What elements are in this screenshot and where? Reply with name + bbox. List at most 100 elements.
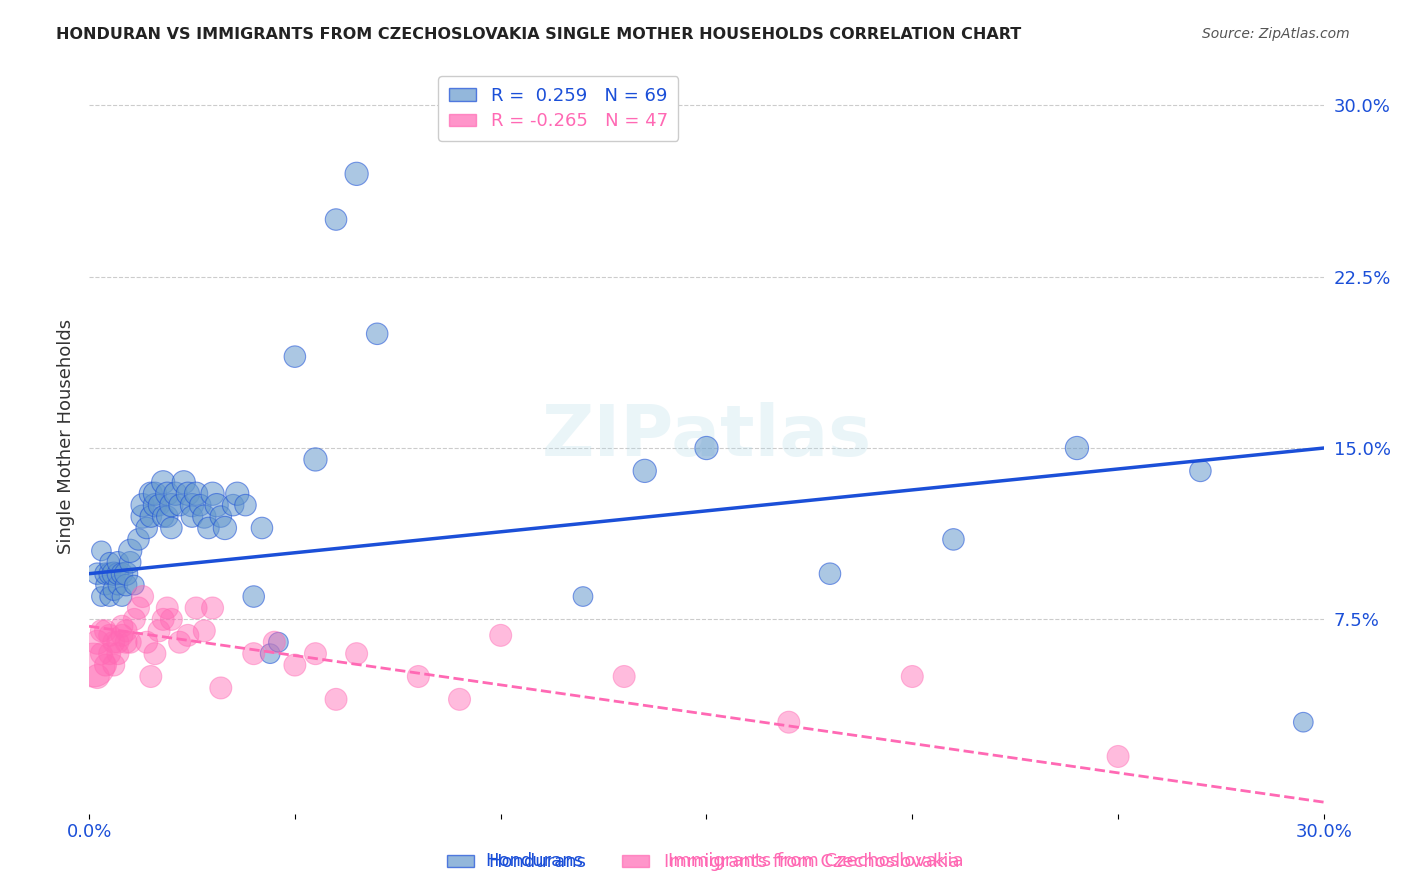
Point <box>613 669 636 683</box>
Point <box>152 612 174 626</box>
Point <box>165 486 187 500</box>
Point <box>173 475 195 490</box>
Point <box>148 624 170 638</box>
Point <box>201 486 224 500</box>
Point <box>98 555 121 569</box>
Point <box>177 628 200 642</box>
Point <box>115 578 138 592</box>
Point <box>160 521 183 535</box>
Text: Immigrants from Czechoslovakia: Immigrants from Czechoslovakia <box>668 852 963 870</box>
Point <box>1292 715 1315 730</box>
Point <box>197 521 219 535</box>
Point <box>103 658 125 673</box>
Point <box>120 635 142 649</box>
Point <box>408 669 430 683</box>
Point <box>1189 464 1212 478</box>
Point <box>139 486 162 500</box>
Point <box>263 635 285 649</box>
Point <box>107 647 129 661</box>
Point <box>98 647 121 661</box>
Point <box>90 624 112 638</box>
Point <box>156 486 179 500</box>
Point <box>304 647 326 661</box>
Legend: R =  0.259   N = 69, R = -0.265   N = 47: R = 0.259 N = 69, R = -0.265 N = 47 <box>439 76 679 141</box>
Point <box>235 498 257 512</box>
Point <box>346 167 368 181</box>
Point <box>90 590 112 604</box>
Point <box>135 521 157 535</box>
Point <box>107 635 129 649</box>
Point <box>193 509 215 524</box>
Point <box>143 498 166 512</box>
Point <box>115 635 138 649</box>
Point <box>156 601 179 615</box>
Point <box>346 647 368 661</box>
Point <box>94 624 117 638</box>
Point <box>489 628 512 642</box>
Point <box>304 452 326 467</box>
Point <box>139 669 162 683</box>
Point <box>111 566 134 581</box>
Point <box>86 566 108 581</box>
Point <box>143 647 166 661</box>
Point <box>152 475 174 490</box>
Point <box>818 566 841 581</box>
Point <box>131 509 153 524</box>
Point <box>124 612 146 626</box>
Point <box>209 509 232 524</box>
Point <box>103 582 125 597</box>
Point <box>156 509 179 524</box>
Point <box>135 635 157 649</box>
Point <box>188 498 211 512</box>
Point <box>107 555 129 569</box>
Point <box>82 658 104 673</box>
Point <box>98 590 121 604</box>
Point <box>160 498 183 512</box>
Point <box>143 486 166 500</box>
Point <box>205 498 228 512</box>
Point <box>184 486 207 500</box>
Point <box>695 441 717 455</box>
Point <box>201 601 224 615</box>
Point <box>634 464 657 478</box>
Point <box>115 566 138 581</box>
Point <box>778 715 800 730</box>
Point <box>120 555 142 569</box>
Point <box>103 635 125 649</box>
Point <box>942 533 965 547</box>
Point <box>124 578 146 592</box>
Point <box>284 658 307 673</box>
Text: HONDURAN VS IMMIGRANTS FROM CZECHOSLOVAKIA SINGLE MOTHER HOUSEHOLDS CORRELATION : HONDURAN VS IMMIGRANTS FROM CZECHOSLOVAK… <box>56 27 1022 42</box>
Point <box>181 498 204 512</box>
Point <box>90 544 112 558</box>
Point <box>267 635 290 649</box>
Point <box>242 590 264 604</box>
Point <box>131 498 153 512</box>
Point <box>193 624 215 638</box>
Point <box>90 647 112 661</box>
Point <box>94 658 117 673</box>
Point <box>94 578 117 592</box>
Point <box>214 521 236 535</box>
Text: ZIPatlas: ZIPatlas <box>541 402 872 471</box>
Point <box>209 681 232 695</box>
Point <box>148 498 170 512</box>
Point <box>111 628 134 642</box>
Point <box>222 498 245 512</box>
Point <box>184 601 207 615</box>
Point <box>131 590 153 604</box>
Point <box>250 521 273 535</box>
Point <box>325 692 347 706</box>
Point <box>120 544 142 558</box>
Point <box>107 566 129 581</box>
Point <box>111 619 134 633</box>
Point <box>107 578 129 592</box>
Point <box>139 509 162 524</box>
Point <box>169 635 191 649</box>
Point <box>284 350 307 364</box>
Point <box>98 628 121 642</box>
Point <box>1107 749 1129 764</box>
Point <box>94 566 117 581</box>
Text: Source: ZipAtlas.com: Source: ZipAtlas.com <box>1202 27 1350 41</box>
Point <box>86 635 108 649</box>
